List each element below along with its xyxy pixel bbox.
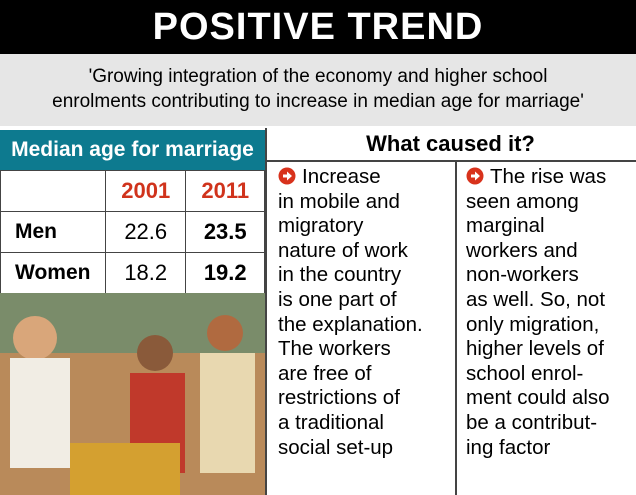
text-line: the explanation. [278, 312, 423, 336]
text-line: nature of work [278, 238, 408, 262]
text-line: ing factor [466, 435, 551, 459]
text-line: seen among [466, 189, 579, 213]
text-line: in mobile and [278, 189, 400, 213]
text-line: workers and [466, 238, 578, 262]
text-line: are free of [278, 361, 372, 385]
text-line: as well. So, not [466, 287, 606, 311]
header-row: 2001 2011 [0, 170, 265, 212]
bullet-icon [278, 167, 296, 185]
column-header: 2001 [104, 170, 187, 212]
text-line: social set-up [278, 435, 394, 459]
text-line: The workers [278, 337, 391, 361]
cell: 23.5 [185, 211, 265, 253]
subtitle: 'Growing integration of the economy and … [0, 54, 636, 126]
text-line: ment could also [466, 386, 610, 410]
divider [265, 128, 267, 495]
photo [0, 293, 265, 495]
text-line: school enrol- [466, 361, 584, 385]
cause-text: The rise was seen among marginal workers an… [466, 165, 636, 460]
text-line: higher levels of [466, 337, 604, 361]
column-header: 2011 [185, 170, 265, 212]
text-line: The rise was [466, 165, 636, 190]
cell: 19.2 [185, 252, 265, 294]
text-line: be a contribut- [466, 410, 598, 434]
cause-text: Increase in mobile and migratory nature of … [278, 165, 458, 460]
table: 2001 2011 Men 22.6 23.5 Women 18.2 19.2 [0, 170, 265, 294]
text-line: only migration, [466, 312, 600, 336]
text-line: marginal [466, 214, 545, 238]
divider [455, 160, 457, 495]
text-line: non-workers [466, 263, 579, 287]
text-line: is one part of [278, 287, 397, 311]
cell [0, 170, 106, 212]
text-line: migratory [278, 214, 364, 238]
text-line: a traditional [278, 410, 384, 434]
row: Women 18.2 19.2 [0, 252, 265, 294]
table-title: Median age for marriage [0, 130, 265, 170]
row-label: Women [0, 252, 106, 294]
cell: 22.6 [104, 211, 187, 253]
title: POSITIVE TREND [0, 0, 636, 54]
text-line: in the country [278, 263, 402, 287]
cell: 18.2 [104, 252, 187, 294]
row: Men 22.6 23.5 [0, 211, 265, 253]
row-label: Men [0, 211, 106, 253]
causes-title: What caused it? [265, 128, 636, 162]
text-line: restrictions of [278, 386, 400, 410]
bullet-icon [466, 167, 484, 185]
text-line: Increase [278, 165, 458, 190]
